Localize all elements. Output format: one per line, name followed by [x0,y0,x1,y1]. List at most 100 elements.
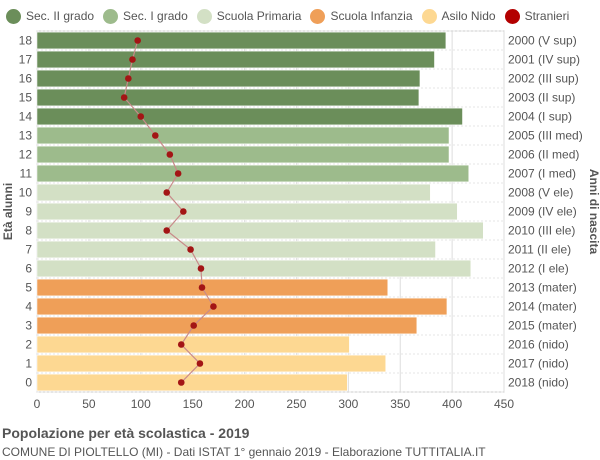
legend-label: Scuola Infanzia [330,9,413,23]
legend-label: Sec. I grado [123,9,188,23]
chart-title: Popolazione per età scolastica - 2019 [2,425,250,441]
bar-age-2 [36,335,350,354]
legend-swatch [196,8,212,24]
x-tick-label: 0 [34,397,41,411]
y-tick-label: 7 [25,243,32,257]
y2-tick-label: 2014 (mater) [508,300,577,314]
y2-tick-label: 2002 (III sup) [508,72,579,86]
y2-tick-label: 2015 (mater) [508,319,577,333]
y-tick-label: 12 [19,148,33,162]
y2-tick-label: 2005 (III med) [508,129,583,143]
y2-tick-label: 2013 (mater) [508,281,577,295]
bar-age-13 [36,126,450,145]
stranieri-point [197,265,205,272]
bar-age-10 [36,183,431,202]
bar-age-16 [36,69,421,88]
y-tick-label: 14 [19,110,33,124]
bar-age-6 [36,259,472,278]
legend-swatch [6,8,21,24]
y-tick-label: 5 [25,281,32,295]
legend-swatch [504,8,520,24]
y-tick-label: 11 [20,167,33,181]
x-tick-label: 250 [286,397,306,411]
x-tick-label: 50 [82,397,96,411]
legend-label: Sec. II grado [26,9,95,23]
stranieri-point [163,189,171,196]
stranieri-point [137,113,145,120]
y2-tick-label: 2016 (nido) [508,338,569,352]
bar-age-9 [36,202,458,221]
stranieri-point [129,56,136,63]
stranieri-point [177,341,185,348]
y-tick-label: 8 [25,224,32,238]
y2-tick-label: 2009 (IV ele) [508,205,577,219]
stranieri-point [196,360,204,367]
y-tick-label: 4 [25,300,32,314]
y2-tick-label: 2012 (I ele) [508,262,569,276]
stranieri-point [174,170,182,177]
legend-swatch [421,8,437,24]
stranieri-point [163,227,171,234]
stranieri-point [134,37,141,44]
bar-age-18 [36,31,447,50]
bar-age-5 [36,278,389,297]
y2-tick-label: 2010 (III ele) [508,224,575,238]
y2-tick-label: 2007 (I med) [508,167,576,181]
bar-age-12 [36,145,450,164]
bar-age-15 [36,88,420,107]
bar-age-8 [36,221,484,240]
x-tick-label: 200 [235,397,255,411]
legend-item: Scuola Primaria [196,8,302,24]
legend-label: Scuola Primaria [216,9,302,23]
y2-tick-label: 2000 (V sup) [508,34,577,48]
legend-item: Asilo Nido [421,8,496,24]
legend-item: Sec. I grado [103,8,188,24]
stranieri-point [177,379,185,386]
y2-tick-label: 2017 (nido) [508,357,569,371]
y2-tick-label: 2011 (II ele) [508,243,571,257]
bar-age-14 [36,107,463,126]
bar-age-7 [36,240,436,259]
y2-tick-label: 2018 (nido) [508,376,569,390]
x-tick-label: 300 [338,397,358,411]
legend-item: Stranieri [504,8,569,24]
x-tick-label: 400 [442,397,462,411]
y2-tick-label: 2004 (I sup) [508,110,572,124]
y-axis-title: Età alunni [1,183,15,240]
y2-tick-label: 2003 (II sup) [508,91,575,105]
y2-axis-title: Anni di nascita [587,169,600,255]
x-tick-label: 350 [390,397,410,411]
y-tick-label: 9 [25,205,32,219]
legend-label: Asilo Nido [441,9,496,23]
stranieri-point [187,246,194,253]
y-tick-label: 16 [19,72,33,86]
y-tick-label: 6 [25,262,32,276]
legend-swatch [310,8,326,24]
legend-item: Scuola Infanzia [310,8,413,24]
stranieri-point [198,284,206,291]
chart-subtitle: COMUNE DI PIOLTELLO (MI) - Dati ISTAT 1°… [2,445,486,459]
bar-age-3 [36,316,418,335]
bar-age-0 [36,373,348,392]
stranieri-point [180,208,187,215]
stranieri-point [152,132,159,139]
x-tick-label: 450 [494,397,514,411]
y-tick-label: 10 [19,186,33,200]
y-tick-label: 3 [25,319,32,333]
bar-age-1 [36,354,386,373]
x-tick-label: 100 [131,397,151,411]
x-tick-label: 150 [183,397,203,411]
stranieri-point [210,303,217,310]
y-tick-label: 13 [19,129,33,143]
bar-age-4 [36,297,448,316]
bar-age-17 [36,50,435,69]
stranieri-point [120,94,128,101]
y2-tick-label: 2008 (V ele) [508,186,573,200]
chart-legend: Sec. II grado Sec. I grado Scuola Primaria… [6,6,600,26]
y-tick-label: 18 [19,34,33,48]
y2-tick-label: 2006 (II med) [508,148,579,162]
y-tick-label: 17 [19,53,33,67]
y2-tick-label: 2001 (IV sup) [508,53,580,67]
y-tick-label: 15 [19,91,33,105]
